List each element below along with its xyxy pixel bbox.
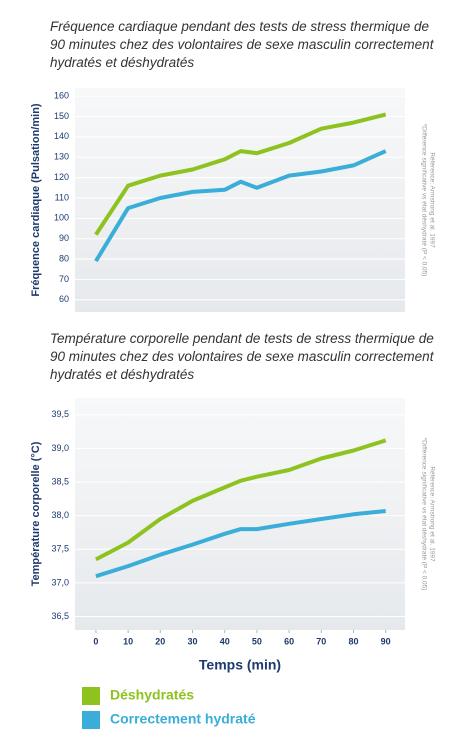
- series-line: [94, 438, 387, 562]
- plot-area: [75, 88, 405, 312]
- legend-label: Déshydratés: [110, 687, 194, 703]
- y-tick-label: 60: [59, 294, 69, 304]
- y-axis-label: Température corporelle (°C): [30, 441, 42, 586]
- y-tick-label: 36,5: [51, 611, 69, 621]
- y-tick-label: 110: [55, 192, 69, 202]
- x-tick-label: 90: [381, 636, 391, 646]
- x-tick-label: 0: [93, 636, 98, 646]
- legend-swatch: [82, 711, 100, 729]
- y-tick-label: 39,5: [51, 409, 69, 419]
- x-tick-label: 30: [188, 636, 198, 646]
- source: Référence: Armstrong et al. 1997: [428, 466, 435, 562]
- y-tick-label: 37,0: [51, 577, 69, 587]
- x-tick-label: 60: [284, 636, 294, 646]
- y-tick-label: 120: [54, 172, 69, 182]
- legend-swatch: [82, 687, 100, 705]
- series-line: [95, 509, 386, 579]
- y-tick-label: 150: [54, 111, 69, 121]
- chart-title: Température corporelle pendant de tests …: [50, 331, 434, 382]
- x-tick-label: 20: [155, 636, 165, 646]
- y-tick-label: 38,0: [51, 510, 69, 520]
- series-line: [94, 112, 387, 236]
- x-tick-label: 40: [220, 636, 230, 646]
- legend-label: Correctement hydraté: [110, 711, 256, 727]
- source: Référence: Armstrong et al. 1997: [428, 152, 435, 248]
- y-tick-label: 100: [54, 213, 69, 223]
- y-axis-label: Fréquence cardiaque (Pulsation/min): [30, 103, 42, 296]
- chart-title: Fréquence cardiaque pendant des tests de…: [50, 19, 434, 70]
- y-tick-label: 130: [54, 152, 69, 162]
- y-tick-label: 90: [59, 233, 69, 243]
- x-tick-label: 70: [316, 636, 326, 646]
- footnote: *Différence significative vs état déshyd…: [420, 124, 427, 277]
- x-tick-label: 80: [348, 636, 358, 646]
- y-tick-label: 38,5: [51, 476, 69, 486]
- y-tick-label: 70: [59, 274, 69, 284]
- x-tick-label: 10: [123, 636, 133, 646]
- footnote: *Différence significative vs état déshyd…: [420, 438, 427, 591]
- series-line: [94, 149, 387, 263]
- y-tick-label: 80: [59, 253, 69, 263]
- y-tick-label: 160: [54, 91, 69, 101]
- y-tick-label: 37,5: [51, 544, 69, 554]
- x-tick-label: 50: [252, 636, 262, 646]
- x-axis-label: Temps (min): [199, 657, 281, 673]
- y-tick-label: 140: [54, 131, 69, 141]
- y-tick-label: 39,0: [51, 443, 69, 453]
